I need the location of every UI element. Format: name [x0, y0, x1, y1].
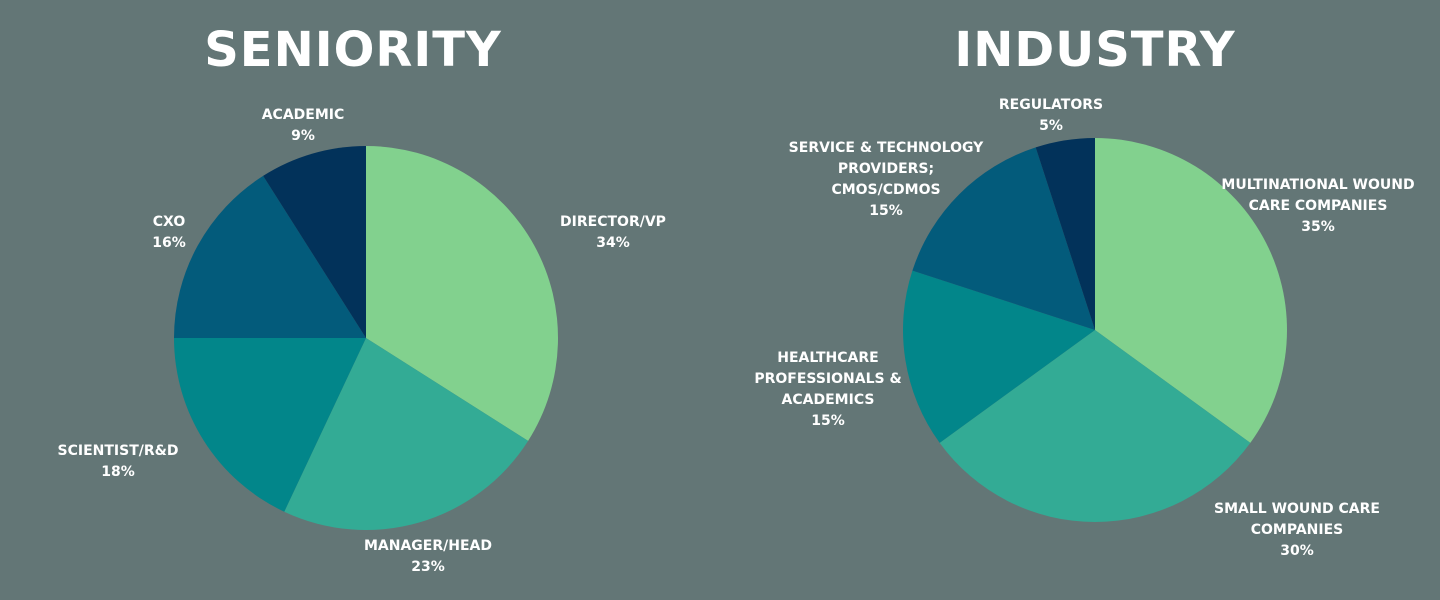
slice-label-line: ACADEMICS: [782, 392, 875, 408]
slice-percent: 35%: [1301, 219, 1335, 235]
slice-percent: 15%: [811, 413, 845, 429]
seniority-slice-manager-head: [284, 338, 529, 531]
industry-label-small-wound-care-companies: SMALL WOUND CARE COMPANIES 30%: [1214, 501, 1380, 559]
industry-slice-healthcare-professionals-and-academics: [903, 270, 1095, 443]
slice-percent: 30%: [1280, 543, 1314, 559]
industry-slice-multinational-wound-care-companies: [1095, 138, 1287, 443]
slice-percent: 9%: [291, 128, 315, 144]
slice-label-line: SERVICE & TECHNOLOGY: [789, 140, 984, 156]
slice-percent: 5%: [1039, 118, 1063, 134]
seniority-chart-title: SENIORITY: [204, 22, 502, 78]
seniority-slice-director-vp: [366, 146, 558, 441]
slice-label-line: SMALL WOUND CARE: [1214, 501, 1380, 517]
slice-label-line: REGULATORS: [999, 97, 1103, 113]
seniority-label-director-vp: DIRECTOR/VP 34%: [560, 214, 666, 251]
slice-percent: 34%: [596, 235, 630, 251]
slice-label-line: MANAGER/HEAD: [364, 538, 492, 554]
slice-label-line: PROVIDERS;: [838, 161, 934, 177]
slice-label-line: PROFESSIONALS &: [754, 371, 901, 387]
slice-label-line: HEALTHCARE: [777, 350, 878, 366]
industry-slice-service-and-technology-providers-cmos-cdmos: [912, 147, 1095, 330]
industry-slice-small-wound-care-companies: [939, 330, 1251, 522]
seniority-label-manager-head: MANAGER/HEAD 23%: [364, 538, 492, 575]
slice-label-line: DIRECTOR/VP: [560, 214, 666, 230]
industry-label-regulators: REGULATORS 5%: [999, 97, 1103, 134]
industry-label-service-and-technology-providers-cmos-cdmos: SERVICE & TECHNOLOGY PROVIDERS; CMOS/CDMOS…: [789, 140, 984, 219]
slice-label-line: SCIENTIST/R&D: [58, 443, 179, 459]
slice-percent: 15%: [869, 203, 903, 219]
industry-label-healthcare-professionals-and-academics: HEALTHCARE PROFESSIONALS & ACADEMICS 15%: [754, 350, 901, 429]
slice-label-line: ACADEMIC: [262, 107, 345, 123]
slice-label-line: COMPANIES: [1251, 522, 1344, 538]
seniority-slice-scientist-randd: [174, 338, 366, 512]
industry-label-multinational-wound-care-companies: MULTINATIONAL WOUND CARE COMPANIES 35%: [1221, 177, 1414, 235]
seniority-slice-academic: [263, 146, 366, 338]
slice-percent: 16%: [152, 235, 186, 251]
seniority-label-academic: ACADEMIC 9%: [262, 107, 345, 144]
slice-label-line: CXO: [153, 214, 186, 230]
slice-percent: 23%: [411, 559, 445, 575]
seniority-label-cxo: CXO 16%: [152, 214, 186, 251]
industry-chart-title: INDUSTRY: [954, 22, 1236, 78]
seniority-label-scientist-randd: SCIENTIST/R&D 18%: [58, 443, 179, 480]
seniority-slice-cxo: [174, 175, 366, 338]
slice-label-line: CMOS/CDMOS: [831, 182, 940, 198]
slice-label-line: CARE COMPANIES: [1249, 198, 1388, 214]
slice-percent: 18%: [101, 464, 135, 480]
industry-slice-regulators: [1035, 138, 1095, 330]
slice-label-line: MULTINATIONAL WOUND: [1221, 177, 1414, 193]
